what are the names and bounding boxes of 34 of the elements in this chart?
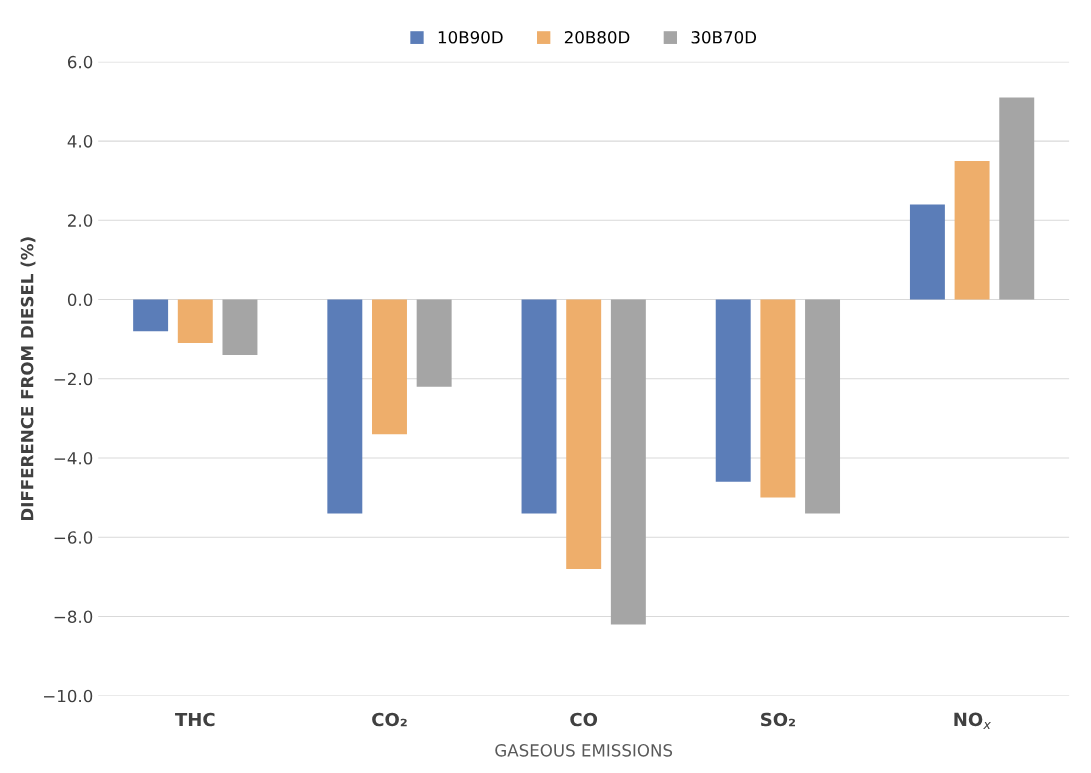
y-tick-label: 0.0 <box>67 293 93 307</box>
y-tick-label: 6.0 <box>67 55 93 69</box>
x-tick-label: CO₂ <box>372 712 407 727</box>
y-axis-title: DIFFERENCE FROM DIESEL (%) <box>20 237 36 521</box>
y-tick-label: 2.0 <box>68 214 93 227</box>
y-tick-label: 4.0 <box>67 135 93 148</box>
bar <box>715 299 751 482</box>
y-tick-label: −2.0 <box>54 372 93 386</box>
y-tick-label: −4.0 <box>54 451 93 465</box>
bar <box>521 299 557 514</box>
legend-label: 10B90D <box>438 31 503 44</box>
bar <box>222 299 258 355</box>
bar <box>610 299 646 625</box>
bar <box>566 299 602 569</box>
bar <box>999 97 1035 300</box>
legend-label: 30B70D <box>691 31 757 44</box>
bar <box>760 299 796 498</box>
legend-label: 20B80D <box>564 31 630 44</box>
bar <box>327 299 363 514</box>
x-axis-title: GASEOUS EMISSIONS <box>495 744 673 757</box>
bar <box>954 160 990 300</box>
x-tick-label: CO <box>570 712 598 727</box>
bar <box>372 299 407 435</box>
y-tick-label: −6.0 <box>54 531 93 544</box>
bar <box>133 299 169 332</box>
y-tick-label: −8.0 <box>54 610 93 624</box>
x-tick-label: THC <box>175 712 215 727</box>
bar <box>177 299 213 344</box>
bar <box>416 299 452 387</box>
bar <box>909 204 945 300</box>
bar <box>805 299 841 514</box>
x-tick-label: SO₂ <box>761 712 795 727</box>
y-tick-label: −10.0 <box>44 689 93 703</box>
x-tick-label: NO$_{x}$ <box>954 712 991 729</box>
